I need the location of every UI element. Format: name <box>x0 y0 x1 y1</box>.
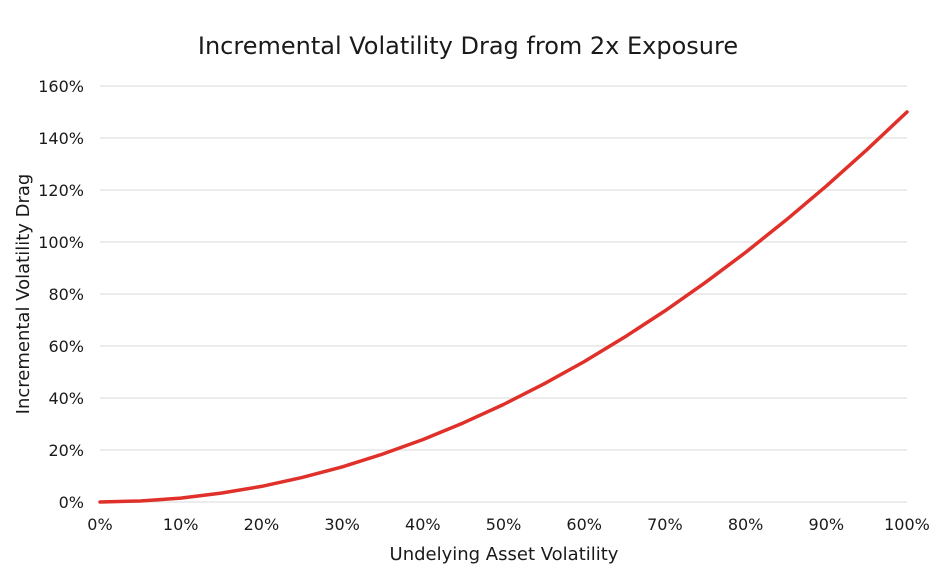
x-tick-label: 20% <box>244 515 280 534</box>
x-axis-ticks: 0% 10% 20% 30% 40% 50% 60% 70% 80% 90% 100% <box>87 515 930 534</box>
y-tick-label: 160% <box>38 77 84 96</box>
x-tick-label: 70% <box>647 515 683 534</box>
chart-title: Incremental Volatility Drag from 2x Expo… <box>198 32 738 60</box>
x-tick-label: 50% <box>486 515 522 534</box>
y-axis-label: Incremental Volatility Drag <box>13 174 34 415</box>
x-tick-label: 60% <box>566 515 602 534</box>
y-tick-label: 80% <box>48 285 84 304</box>
x-tick-label: 80% <box>728 515 764 534</box>
y-tick-label: 100% <box>38 233 84 252</box>
series-layer <box>98 110 909 504</box>
x-tick-label: 0% <box>87 515 112 534</box>
gridlines <box>100 85 907 503</box>
y-tick-label: 60% <box>48 337 84 356</box>
x-tick-label: 30% <box>324 515 360 534</box>
y-tick-label: 120% <box>38 181 84 200</box>
y-tick-label: 0% <box>59 493 84 512</box>
y-tick-label: 140% <box>38 129 84 148</box>
y-tick-label: 20% <box>48 441 84 460</box>
x-tick-label: 10% <box>163 515 199 534</box>
series-line <box>98 110 909 504</box>
y-axis-ticks: 0% 20% 40% 60% 80% 100% 120% 140% 160% <box>38 77 84 512</box>
x-axis-label: Undelying Asset Volatility <box>390 544 619 565</box>
y-tick-label: 40% <box>48 389 84 408</box>
x-tick-label: 90% <box>809 515 845 534</box>
x-tick-label: 40% <box>405 515 441 534</box>
x-tick-label: 100% <box>884 515 930 534</box>
